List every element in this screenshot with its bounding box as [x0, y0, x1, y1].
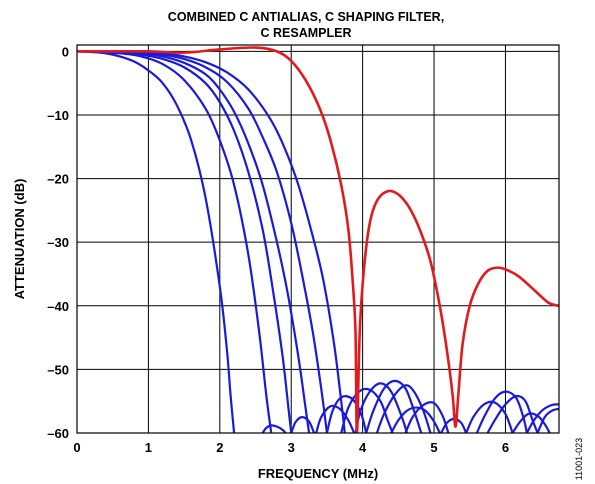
y-tick-label-6: –60: [47, 426, 69, 441]
y-tick-label-1: –10: [47, 108, 69, 123]
series-line-18: [465, 400, 514, 433]
chart-title-line1: COMBINED C ANTIALIAS, C SHAPING FILTER,: [168, 10, 444, 24]
x-tick-label-4: 4: [359, 440, 367, 455]
y-tick-label-4: –40: [47, 299, 69, 314]
x-tick-labels: 0 1 2 3 4 5 6: [73, 440, 509, 455]
series-layer: [77, 46, 559, 433]
y-tick-label-5: –50: [47, 362, 69, 377]
series-line-23: [536, 407, 559, 433]
series-line-22: [525, 403, 559, 433]
x-tick-label-3: 3: [288, 440, 295, 455]
series-line-15: [390, 406, 441, 433]
series-line-16: [404, 401, 450, 433]
x-tick-label-2: 2: [216, 440, 223, 455]
series-line-8: [290, 416, 316, 433]
x-tick-label-1: 1: [145, 440, 152, 455]
series-line-19: [475, 390, 528, 433]
series-line-11: [340, 387, 394, 433]
figure-id: 11001-023: [574, 438, 584, 480]
series-line-21: [511, 412, 551, 433]
series-line-1: [77, 50, 236, 433]
y-tick-label-2: –20: [47, 172, 69, 187]
y-tick-labels: 0 –10 –20 –30 –40 –50 –60: [47, 44, 69, 441]
series-line-14: [375, 384, 432, 433]
x-axis-label: FREQUENCY (MHz): [258, 466, 378, 481]
series-line-7: [261, 424, 287, 433]
plot-frame: [76, 44, 560, 434]
series-line-10: [325, 395, 368, 433]
x-tick-label-5: 5: [430, 440, 437, 455]
series-line-20: [486, 394, 539, 433]
chart-title-line2: C RESAMPLER: [261, 26, 352, 40]
series-line-13: [365, 379, 423, 433]
x-tick-label-0: 0: [73, 440, 80, 455]
series-line-0: [77, 46, 559, 433]
y-tick-label-3: –30: [47, 235, 69, 250]
y-axis-label: ATTENUATION (dB): [12, 179, 27, 300]
x-tick-label-6: 6: [502, 440, 509, 455]
y-tick-label-0: 0: [62, 44, 69, 59]
